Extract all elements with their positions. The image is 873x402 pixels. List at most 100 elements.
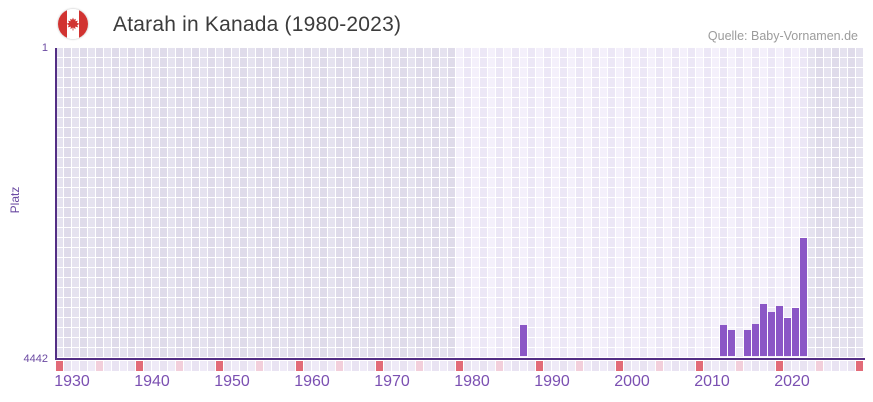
year-marker xyxy=(584,361,591,371)
rank-bar-2022 xyxy=(792,308,799,356)
x-axis-tick-label: 1970 xyxy=(374,373,410,390)
y-axis-tick-bottom: 4442 xyxy=(23,353,48,365)
rank-bar-2018 xyxy=(760,304,767,356)
x-axis-tick-label: 1960 xyxy=(294,373,330,390)
year-marker xyxy=(544,361,551,371)
year-marker xyxy=(632,361,639,371)
decade-marker xyxy=(136,361,143,371)
year-marker xyxy=(64,361,71,371)
year-marker xyxy=(208,361,215,371)
year-marker xyxy=(768,361,775,371)
year-marker xyxy=(704,361,711,371)
year-marker xyxy=(288,361,295,371)
decade-marker xyxy=(776,361,783,371)
decade-marker xyxy=(616,361,623,371)
year-marker xyxy=(760,361,767,371)
year-marker xyxy=(152,361,159,371)
year-marker xyxy=(600,361,607,371)
year-marker xyxy=(808,361,815,371)
year-marker xyxy=(88,361,95,371)
year-marker xyxy=(840,361,847,371)
decade-marker xyxy=(376,361,383,371)
year-marker xyxy=(96,361,103,371)
year-marker xyxy=(240,361,247,371)
year-marker xyxy=(408,361,415,371)
year-marker xyxy=(440,361,447,371)
x-axis-tick-label: 1980 xyxy=(454,373,490,390)
year-marker xyxy=(568,361,575,371)
rank-bar-2019 xyxy=(768,312,775,356)
plot-area xyxy=(55,48,865,360)
year-marker xyxy=(392,361,399,371)
year-marker xyxy=(416,361,423,371)
year-marker xyxy=(328,361,335,371)
decade-marker xyxy=(56,361,63,371)
x-axis-tick-label: 2000 xyxy=(614,373,650,390)
year-marker xyxy=(488,361,495,371)
year-marker xyxy=(280,361,287,371)
year-marker xyxy=(552,361,559,371)
x-axis-tick-label: 2020 xyxy=(774,373,810,390)
rank-bar-2014 xyxy=(728,330,735,356)
year-marker xyxy=(512,361,519,371)
year-marker xyxy=(256,361,263,371)
year-marker xyxy=(368,361,375,371)
year-marker xyxy=(464,361,471,371)
year-marker xyxy=(712,361,719,371)
timeline-strip xyxy=(55,361,865,371)
y-axis-title: Platz xyxy=(8,186,22,214)
year-marker xyxy=(144,361,151,371)
year-marker xyxy=(128,361,135,371)
year-marker xyxy=(656,361,663,371)
year-marker xyxy=(728,361,735,371)
year-marker xyxy=(520,361,527,371)
year-marker xyxy=(792,361,799,371)
year-marker xyxy=(432,361,439,371)
rank-bar-2017 xyxy=(752,324,759,356)
year-marker xyxy=(504,361,511,371)
decade-marker xyxy=(216,361,223,371)
chart-title: Atarah in Kanada (1980-2023) xyxy=(113,13,402,36)
y-axis-line xyxy=(55,48,57,360)
year-marker xyxy=(592,361,599,371)
year-marker xyxy=(160,361,167,371)
year-marker xyxy=(496,361,503,371)
year-marker xyxy=(192,361,199,371)
year-marker xyxy=(200,361,207,371)
decade-marker xyxy=(696,361,703,371)
rank-bar-2021 xyxy=(784,318,791,356)
year-marker xyxy=(168,361,175,371)
year-marker xyxy=(424,361,431,371)
year-marker xyxy=(344,361,351,371)
year-marker xyxy=(248,361,255,371)
maple-leaf-icon xyxy=(66,17,80,31)
year-marker xyxy=(176,361,183,371)
year-marker xyxy=(608,361,615,371)
decade-marker xyxy=(296,361,303,371)
year-marker xyxy=(824,361,831,371)
year-marker xyxy=(272,361,279,371)
x-axis-tick-label: 2010 xyxy=(694,373,730,390)
rank-bar-1988 xyxy=(520,325,527,356)
year-marker xyxy=(736,361,743,371)
year-marker xyxy=(664,361,671,371)
x-axis-labels: 1930 1940 1950 1960 1970 1980 1990 2000 2010 2020 xyxy=(54,373,865,393)
year-marker xyxy=(752,361,759,371)
year-marker xyxy=(184,361,191,371)
year-marker xyxy=(560,361,567,371)
year-marker xyxy=(384,361,391,371)
year-marker xyxy=(72,361,79,371)
decade-marker xyxy=(536,361,543,371)
year-marker xyxy=(832,361,839,371)
year-marker xyxy=(304,361,311,371)
year-marker xyxy=(672,361,679,371)
year-marker xyxy=(744,361,751,371)
year-marker xyxy=(816,361,823,371)
rank-bar-2013 xyxy=(720,325,727,356)
y-axis-tick-top: 1 xyxy=(41,42,48,54)
year-marker xyxy=(640,361,647,371)
year-marker xyxy=(320,361,327,371)
year-marker xyxy=(688,361,695,371)
year-marker xyxy=(576,361,583,371)
